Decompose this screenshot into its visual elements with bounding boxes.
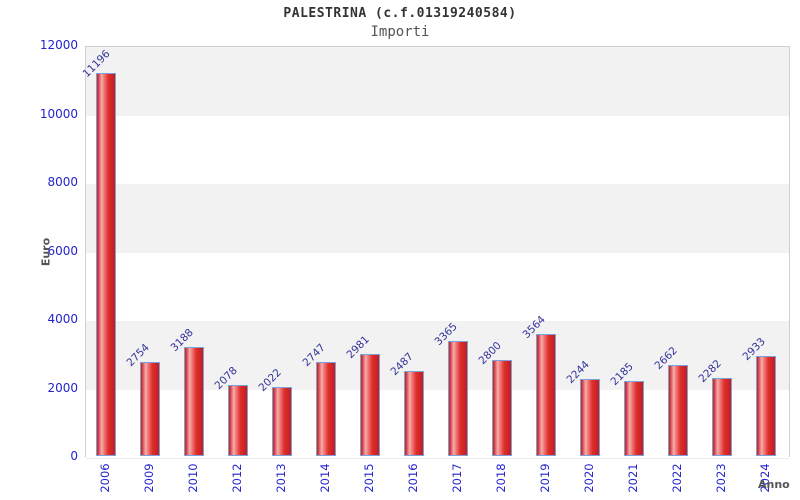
plot-area — [85, 46, 790, 459]
y-tick-label: 8000 — [47, 175, 78, 189]
grid-band — [86, 184, 789, 254]
x-tick-label: 2023 — [714, 463, 728, 493]
y-tick-label: 12000 — [39, 38, 78, 52]
bar — [756, 356, 776, 456]
bar — [404, 371, 424, 456]
x-axis-title: Anno — [758, 478, 790, 491]
bar — [712, 378, 732, 456]
bar — [580, 379, 600, 456]
bar — [624, 381, 644, 456]
grid-band — [86, 47, 789, 117]
bar — [228, 385, 248, 456]
x-tick-label: 2014 — [318, 463, 332, 493]
y-tick-label: 4000 — [47, 312, 78, 326]
bar — [668, 365, 688, 456]
x-tick-label: 2017 — [450, 463, 464, 493]
x-tick-label: 2021 — [626, 463, 640, 493]
bar — [96, 73, 116, 456]
y-tick-label: 0 — [70, 449, 78, 463]
x-tick-label: 2020 — [582, 463, 596, 493]
y-tick-label: 2000 — [47, 380, 78, 395]
x-tick-label: 2018 — [494, 463, 508, 493]
chart-title: PALESTRINA (c.f.01319240584) — [283, 6, 517, 21]
x-tick-label: 2015 — [362, 463, 376, 493]
bar — [316, 362, 336, 456]
x-tick-label: 2009 — [142, 463, 156, 493]
grid-band — [86, 115, 789, 185]
bar — [184, 347, 204, 456]
x-tick-label: 2019 — [538, 463, 552, 493]
bar — [360, 354, 380, 456]
bar — [536, 334, 556, 456]
bar — [492, 360, 512, 456]
x-tick-label: 2010 — [186, 463, 200, 493]
x-tick-label: 2016 — [406, 463, 420, 493]
bar — [140, 362, 160, 456]
bar — [448, 341, 468, 456]
x-tick-label: 2006 — [98, 463, 112, 493]
y-tick-label: 10000 — [39, 106, 78, 121]
grid-band — [86, 252, 789, 322]
chart-subtitle: Importi — [370, 24, 430, 40]
y-tick-label: 6000 — [47, 243, 78, 258]
x-tick-label: 2022 — [670, 463, 684, 493]
x-tick-label: 2012 — [230, 463, 244, 493]
x-tick-label: 2013 — [274, 463, 288, 493]
bar — [272, 387, 292, 456]
y-axis-title: Euro — [39, 237, 53, 267]
